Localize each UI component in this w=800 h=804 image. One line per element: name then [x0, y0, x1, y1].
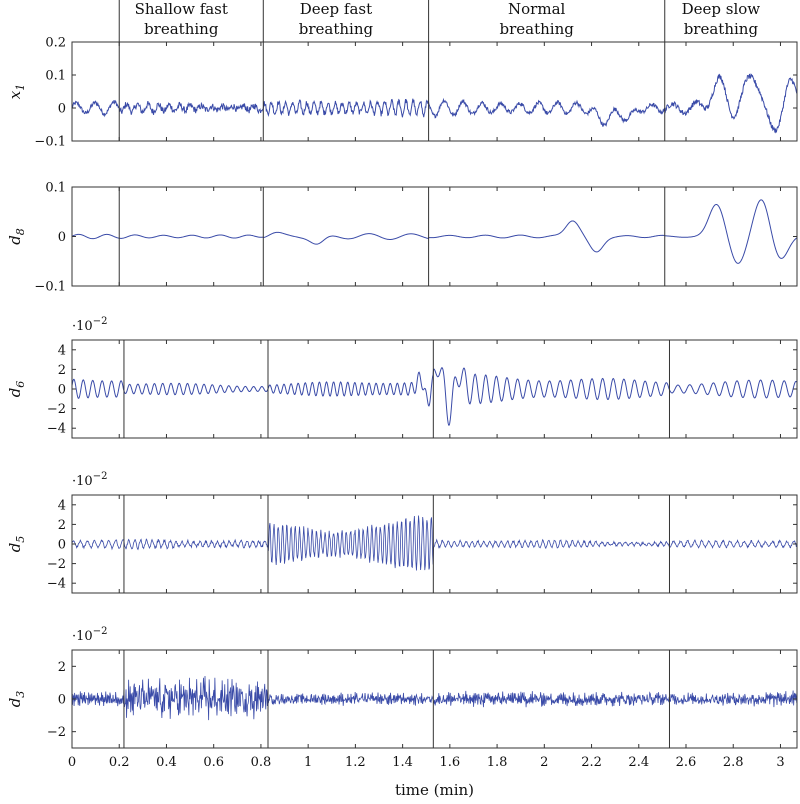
y-tick-label-d6-1: −2	[47, 402, 66, 417]
y-tick-label-d6-2: 0	[58, 383, 66, 398]
y-tick-label-d6-4: 4	[58, 343, 66, 358]
multiplier-exponent-d3: −2	[93, 626, 108, 637]
multiplier-exponent-d6: −2	[93, 316, 108, 327]
x-tick-label-8: 1.6	[440, 755, 461, 770]
y-tick-label-d6-3: 2	[58, 363, 66, 378]
multiplier-d6: ·10−2	[72, 316, 107, 334]
phase-label-3-line-1: breathing	[684, 20, 759, 38]
y-tick-label-d8-1: 0	[58, 230, 66, 245]
y-axis-label-sub-d6: 6	[14, 381, 27, 388]
y-tick-label-x1-3: 0.2	[45, 36, 66, 51]
multiplier-d5: ·10−2	[72, 471, 107, 489]
phase-label-1-line-0: Deep fast	[300, 0, 372, 18]
phase-label-2-line-0: Normal	[508, 0, 565, 18]
x-tick-label-0: 0	[68, 755, 76, 770]
multiplier-exponent-d5: −2	[93, 471, 108, 482]
y-tick-label-d5-1: −2	[47, 557, 66, 572]
x-tick-label-6: 1.2	[345, 755, 366, 770]
x-tick-label-1: 0.2	[109, 755, 130, 770]
y-tick-label-x1-2: 0.1	[45, 69, 66, 84]
x-axis-label: time (min)	[395, 781, 474, 799]
x-tick-label-4: 0.8	[251, 755, 272, 770]
y-tick-label-d3-1: 0	[58, 693, 66, 708]
x-tick-label-10: 2	[540, 755, 548, 770]
y-axis-label-sub-d8: 8	[14, 228, 27, 235]
x-tick-label-11: 2.2	[581, 755, 602, 770]
x-tick-label-7: 1.4	[392, 755, 413, 770]
y-axis-label-d6: d6	[6, 381, 27, 398]
panel-frame-d8	[71, 186, 798, 287]
series-line-x1	[71, 73, 798, 134]
phase-label-0-line-1: breathing	[144, 20, 219, 38]
x-tick-label-15: 3	[776, 755, 784, 770]
y-axis-label-x1: x1	[6, 84, 27, 99]
phase-label-1-line-1: breathing	[299, 20, 374, 38]
x-tick-label-5: 1	[304, 755, 312, 770]
y-tick-label-d5-2: 0	[58, 538, 66, 553]
y-tick-label-d8-2: 0.1	[45, 181, 66, 196]
series-line-d5	[71, 515, 797, 571]
y-tick-label-d3-0: −2	[47, 725, 66, 740]
y-axis-label-d3: d3	[6, 691, 27, 708]
series-line-d3	[71, 675, 798, 721]
x-tick-label-14: 2.8	[723, 755, 744, 770]
y-tick-label-d5-0: −4	[47, 577, 66, 592]
panel-frame-x1	[71, 41, 798, 142]
phase-label-0-line-0: Shallow fast	[135, 0, 228, 18]
x-tick-label-9: 1.8	[487, 755, 508, 770]
y-axis-label-sub-x1: 1	[14, 84, 27, 91]
x-tick-label-12: 2.4	[628, 755, 649, 770]
x-tick-label-2: 0.4	[156, 755, 177, 770]
y-tick-label-x1-1: 0	[58, 102, 66, 117]
phase-label-3-line-0: Deep slow	[682, 0, 761, 18]
y-tick-label-d8-0: −0.1	[34, 280, 66, 295]
y-axis-label-d5: d5	[6, 536, 27, 553]
series-line-d6	[71, 367, 798, 426]
x-tick-label-13: 2.6	[676, 755, 697, 770]
phase-label-2-line-1: breathing	[500, 20, 575, 38]
y-axis-label-d8: d8	[6, 228, 27, 245]
y-tick-label-x1-0: −0.1	[34, 135, 66, 150]
panel-frame-d6	[71, 339, 798, 439]
y-tick-label-d6-0: −4	[47, 422, 66, 437]
y-axis-label-sub-d5: 5	[14, 536, 27, 543]
x-tick-label-3: 0.6	[203, 755, 224, 770]
y-tick-label-d5-3: 2	[58, 518, 66, 533]
multiplier-d3: ·10−2	[72, 626, 107, 644]
series-line-d8	[71, 199, 798, 264]
y-tick-label-d3-2: 2	[58, 660, 66, 675]
y-axis-label-sub-d3: 3	[14, 691, 27, 698]
y-tick-label-d5-4: 4	[58, 498, 66, 513]
